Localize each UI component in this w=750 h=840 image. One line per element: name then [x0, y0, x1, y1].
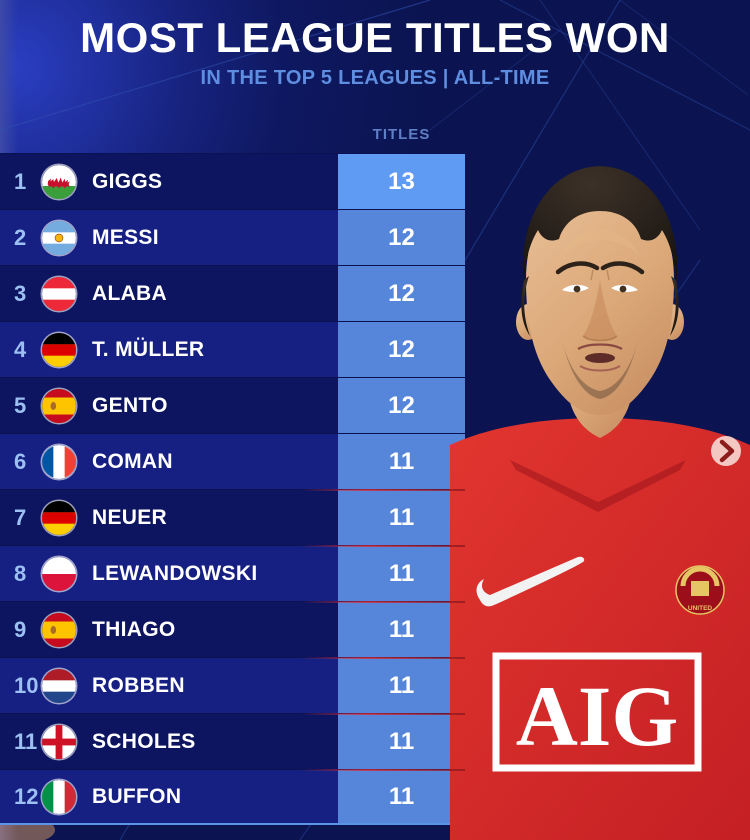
svg-text:UNITED: UNITED [688, 605, 713, 612]
svg-text:AIG: AIG [516, 668, 678, 764]
